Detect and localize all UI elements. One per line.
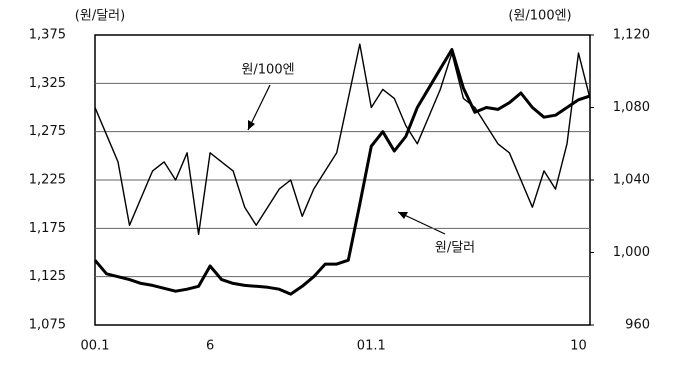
y2-tick-label: 1,000 [613,245,650,260]
x-tick-label: 6 [206,339,214,354]
y2-tick-label: 1,040 [613,173,650,188]
y-tick-label: 1,375 [29,28,66,43]
annotation: 원/달러 [435,241,475,256]
y-tick-label: 1,225 [29,173,66,188]
y-tick-label: 1,075 [29,318,66,333]
y-tick-label: 1,325 [29,76,66,91]
x-tick-label: 01.1 [357,339,386,354]
arrowhead [248,120,255,130]
y-tick-label: 1,175 [29,221,66,236]
y2-tick-label: 960 [625,318,650,333]
series-line [94,43,591,236]
y-tick-label: 1,275 [29,124,66,139]
annotation: 원/100엔 [241,63,294,78]
y2-tick-label: 1,080 [613,100,650,115]
arrowhead [398,212,408,219]
x-tick-label: 10 [570,339,587,354]
series-line [93,48,591,296]
y-unit-label: (원/달러) [75,9,125,24]
y2-unit-label: (원/100엔) [508,9,571,24]
y-tick-label: 1,125 [29,269,66,284]
x-tick-label: 00.1 [81,339,110,354]
y2-tick-label: 1,120 [613,28,650,43]
